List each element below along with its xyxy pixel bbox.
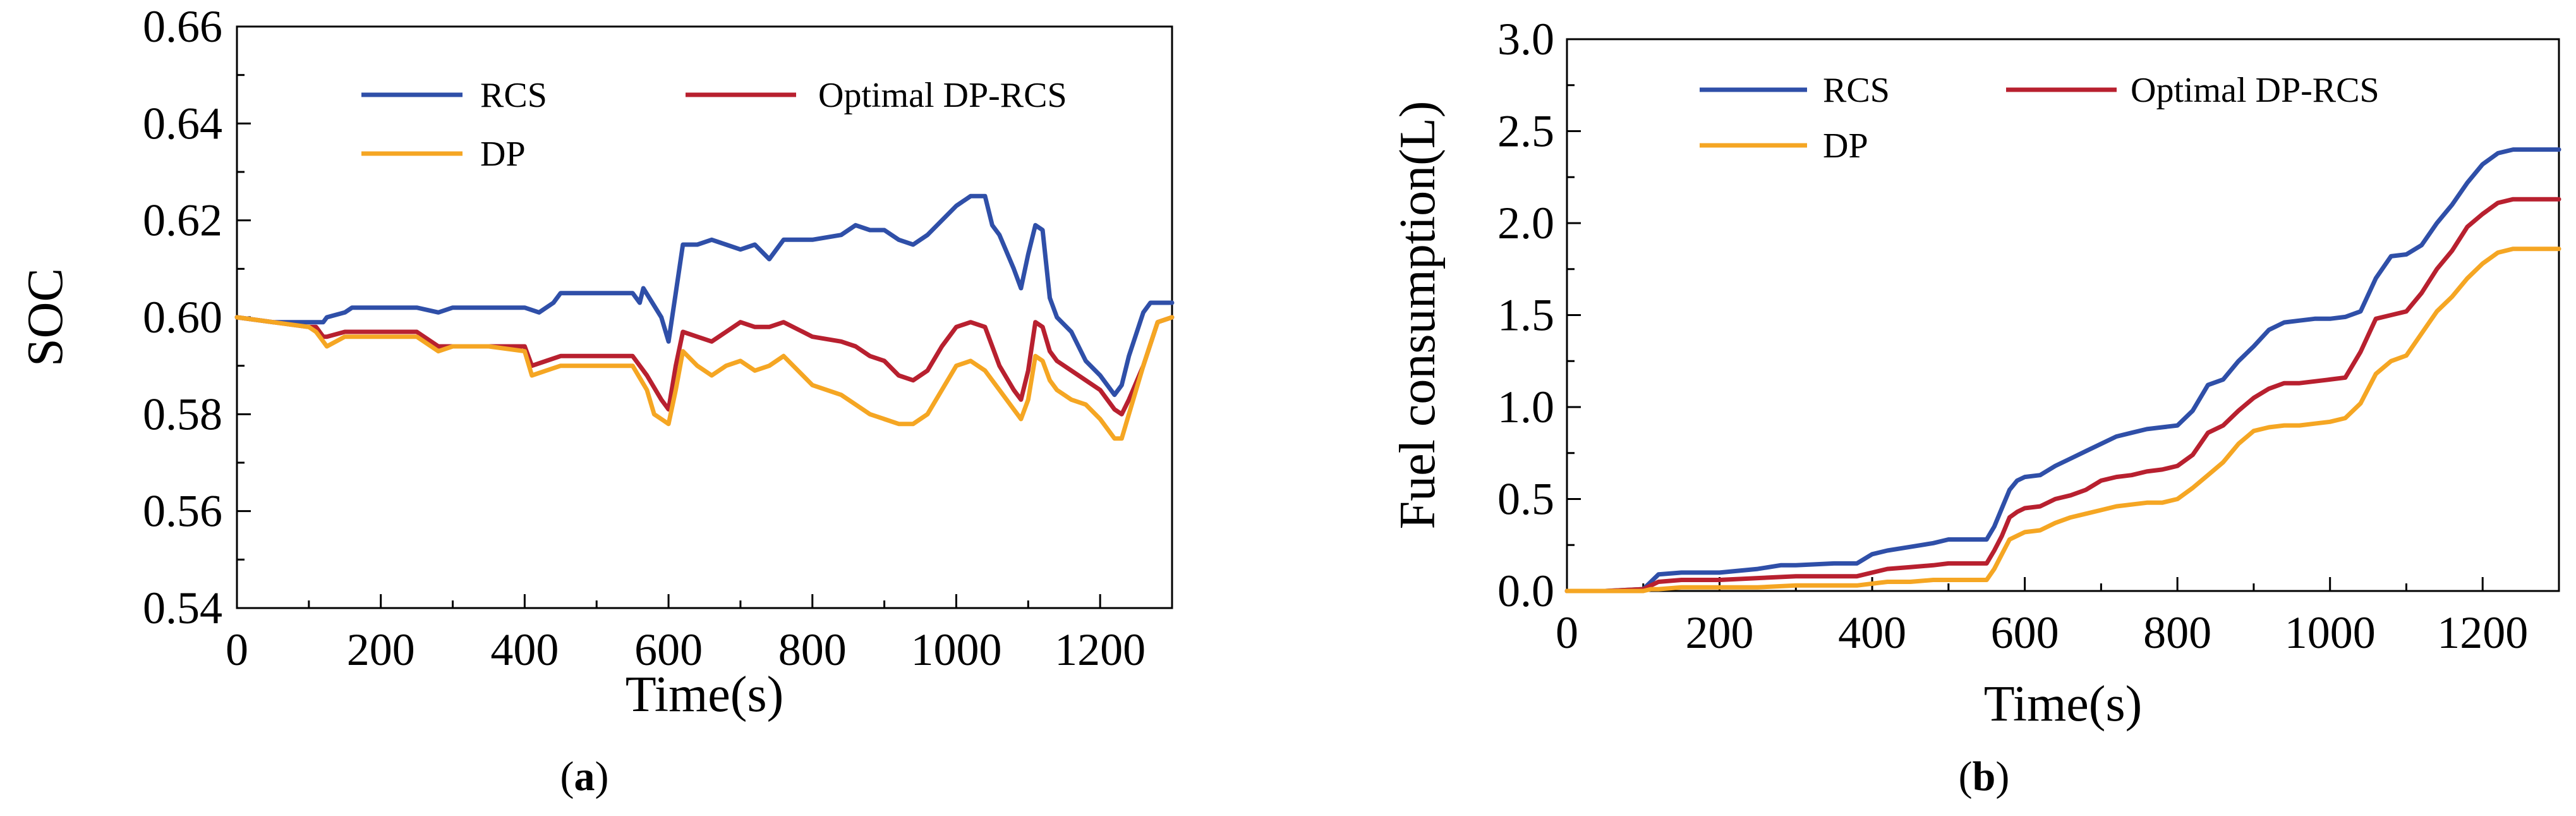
y-tick-label: 0.64 (143, 98, 222, 149)
y-tick-label: 0.60 (143, 292, 222, 343)
x-tick-label: 600 (1991, 607, 2059, 658)
panel-letter: b (1973, 753, 1996, 800)
y-tick-label: 1.0 (1497, 382, 1554, 432)
series-line-rcs (234, 193, 1175, 398)
x-tick-label: 800 (2143, 607, 2211, 658)
panel-b-fuel-chart: 0 200 400 600 800 1000 1200 0.0 0.5 1.0 1.5 2.0 2.5 3… (1390, 14, 2561, 800)
panel-caption: (a) (560, 753, 609, 800)
y-tick-label: 0.54 (143, 583, 222, 633)
y-tick-label: 1.5 (1497, 290, 1554, 341)
x-tick-label: 800 (778, 624, 847, 675)
y-axis-title: Fuel consumption(L) (1390, 101, 1446, 530)
x-tick-label: 1200 (1055, 624, 1146, 675)
panel-paren: ) (1995, 753, 2009, 800)
x-tick-label: 0 (226, 624, 248, 675)
panel-letter: a (574, 753, 595, 800)
y-tick-label: 0.5 (1497, 474, 1554, 525)
series-line-dp (1564, 247, 2561, 594)
y-tick-label: 2.0 (1497, 198, 1554, 248)
y-axis-title: SOC (18, 268, 73, 367)
series-line-optimal-dp-rcs (1564, 197, 2561, 594)
x-tick-label: 200 (347, 624, 415, 675)
panel-a-soc-chart: 0 200 400 600 800 1000 1200 0.54 0.56 0.58 0.60 0.6… (18, 1, 1175, 800)
legend-label: Optimal DP-RCS (2131, 71, 2379, 110)
panel-paren: ( (560, 753, 574, 800)
x-tick-label: 400 (1838, 607, 1906, 658)
y-tick-label: 2.5 (1497, 106, 1554, 157)
x-tick-label: 1000 (910, 624, 1001, 675)
x-tick-label: 600 (634, 624, 703, 675)
x-tick-label: 0 (1556, 607, 1578, 658)
x-tick-label: 1200 (2437, 607, 2528, 658)
y-tick-label: 0.58 (143, 389, 222, 439)
legend-label: DP (480, 135, 526, 174)
plot-frame (1566, 38, 2560, 592)
x-tick-label: 1000 (2285, 607, 2376, 658)
y-tick-label: 3.0 (1497, 14, 1554, 64)
series-line-dp (234, 315, 1175, 441)
x-tick-label: 400 (490, 624, 559, 675)
y-tick-label: 0.56 (143, 486, 222, 537)
legend-label: RCS (480, 76, 547, 115)
legend-label: RCS (1823, 71, 1890, 110)
legend-label: Optimal DP-RCS (818, 76, 1067, 115)
series-line-rcs (1564, 147, 2561, 594)
y-tick-label: 0.66 (143, 1, 222, 52)
x-axis-title: Time(s) (626, 667, 783, 722)
x-tick-label: 200 (1686, 607, 1754, 658)
y-tick-label: 0.62 (143, 195, 222, 246)
x-axis-title: Time(s) (1984, 676, 2142, 732)
panel-paren: ) (595, 753, 609, 800)
panel-caption: (b) (1959, 753, 2010, 800)
legend-label: DP (1823, 126, 1868, 166)
y-tick-label: 0.0 (1497, 566, 1554, 616)
panel-paren: ( (1959, 753, 1973, 800)
